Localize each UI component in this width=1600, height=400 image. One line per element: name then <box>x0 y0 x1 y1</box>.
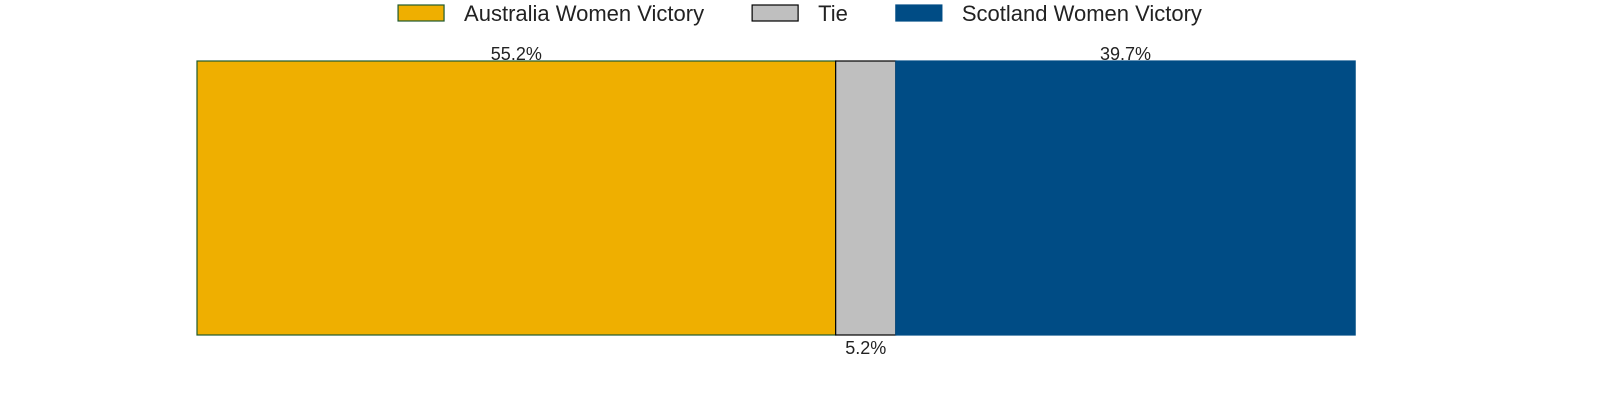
bar-scotland-women-victory <box>895 60 1356 336</box>
legend-swatch-australia-women-victory <box>397 4 445 22</box>
data-label-australia-women-victory: 55.2% <box>491 44 542 64</box>
legend-swatch-scotland-women-victory <box>895 4 943 22</box>
chart-legend: Australia Women Victory Tie Scotland Women… <box>397 1 1202 26</box>
bar-group <box>196 60 1356 336</box>
bar-australia-women-victory <box>196 60 837 336</box>
data-label-tie: 5.2% <box>845 338 886 358</box>
legend-label-tie: Tie <box>818 1 848 26</box>
legend-label-australia-women-victory: Australia Women Victory <box>464 1 704 26</box>
data-label-scotland-women-victory: 39.7% <box>1100 44 1151 64</box>
data-labels: 55.2% 5.2% 39.7% <box>491 44 1151 358</box>
legend-swatch-tie <box>751 4 799 22</box>
legend-label-scotland-women-victory: Scotland Women Victory <box>962 1 1202 26</box>
bar-tie <box>835 60 897 336</box>
